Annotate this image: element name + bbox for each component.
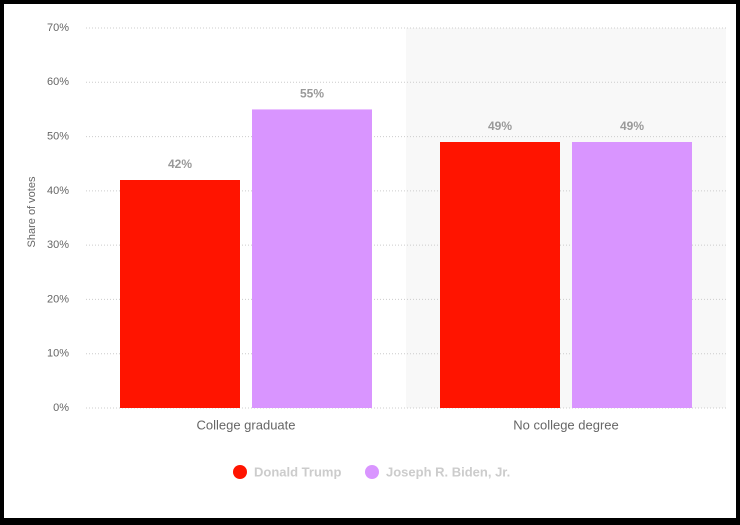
y-axis-label: Share of votes [26,176,38,247]
value-label: 55% [300,87,324,101]
bar [440,142,560,408]
y-tick-label: 10% [47,348,69,360]
bar [572,142,692,408]
value-label: 49% [620,119,644,133]
x-tick-label: College graduate [196,417,295,432]
legend-label: Donald Trump [254,464,341,479]
bar [120,180,240,408]
y-tick-label: 0% [53,402,69,414]
y-tick-label: 60% [47,76,69,88]
bar [252,109,372,408]
value-label: 49% [488,119,512,133]
legend-marker [233,465,247,479]
y-tick-label: 70% [47,22,69,34]
value-label: 42% [168,157,192,171]
y-tick-label: 20% [47,293,69,305]
y-tick-label: 50% [47,130,69,142]
legend-marker [365,465,379,479]
y-tick-label: 40% [47,185,69,197]
y-tick-label: 30% [47,239,69,251]
x-tick-label: No college degree [513,417,619,432]
legend-label: Joseph R. Biden, Jr. [386,464,510,479]
